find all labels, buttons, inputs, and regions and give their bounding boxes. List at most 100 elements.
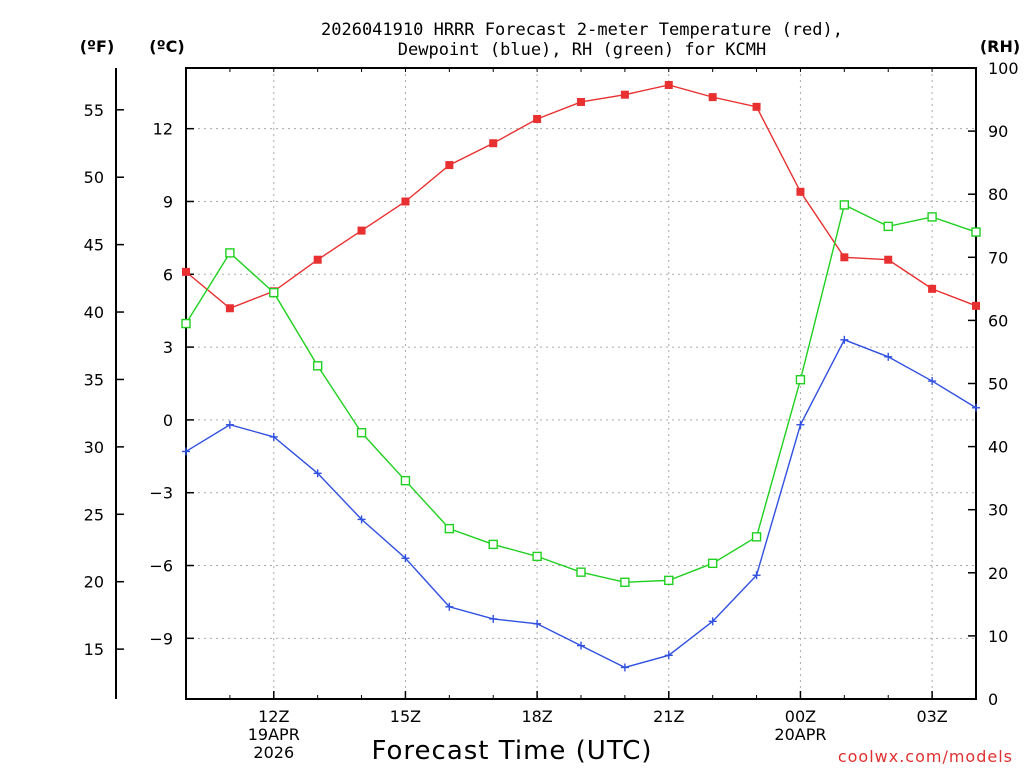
celsius-tick-label: −9 [149,629,173,648]
dewpoint-point [620,663,629,672]
x-tick-label: 2026 [253,743,294,762]
rh-point [795,375,806,385]
rh-point [883,221,893,232]
rh-point [971,227,981,237]
x-tick-label: 21Z [653,707,684,726]
series-layer [181,80,981,672]
temperature-point [182,267,190,276]
rh-point [269,287,279,298]
x-axis-label: Forecast Time (UTC) [371,736,652,766]
temperature-point [928,284,937,293]
rh-tick-label: 70 [988,248,1008,267]
x-tick-label: 15Z [390,707,421,726]
dewpoint-point [269,432,278,441]
rh-point [400,475,411,486]
dewpoint-point [708,617,717,626]
fahrenheit-tick-label: 15 [84,640,104,659]
celsius-tick-label: 6 [163,265,173,284]
x-tick-label: 12Z [258,707,289,726]
rh-point [532,551,542,562]
rh-tick-label: 80 [988,185,1008,204]
rh-tick-label: 50 [988,375,1008,394]
rh-tick-label: 100 [988,59,1019,78]
celsius-tick-label: 12 [153,120,173,139]
rh-line [185,203,977,583]
rh-point [488,539,498,550]
dewpoint-line [185,338,977,669]
temperature-point [884,255,893,264]
chart-title-line-2: Dewpoint (blue), RH (green) for KCMH [398,40,766,60]
x-tick-label: 00Z [785,707,816,726]
dewpoint-point [752,571,761,580]
temperature-point [840,253,849,262]
rh-tick-label: 60 [988,311,1008,330]
rh-point [664,575,674,586]
rh-tick-label: 20 [988,564,1008,583]
celsius-tick-label: −3 [149,484,173,503]
rh-point [181,318,191,329]
celsius-unit-label: (ºC) [149,37,184,56]
rh-point [576,567,586,577]
temperature-point [225,304,234,313]
chart-title-line-1: 2026041910 HRRR Forecast 2-meter Tempera… [321,20,843,40]
dewpoint-point [928,377,937,386]
x-tick-label: 18Z [521,707,552,726]
rh-tick-label: 0 [988,690,998,709]
plot-frame [185,67,977,700]
rh-point [620,577,630,587]
celsius-tick-label: 0 [163,411,173,430]
fahrenheit-unit-label: (ºF) [80,37,115,56]
dewpoint-point [664,651,673,660]
fahrenheit-tick-label: 45 [84,236,104,255]
celsius-tick-label: 9 [163,192,173,211]
fahrenheit-tick-label: 40 [84,303,104,322]
fahrenheit-tick-label: 55 [84,101,104,120]
temperature-point [708,93,717,102]
fahrenheit-tick-label: 20 [84,573,104,592]
rh-point [356,428,367,438]
rh-point [707,558,718,569]
rh-point [225,248,235,258]
celsius-tick-label: −6 [149,557,173,576]
temperature-point [445,161,454,170]
temperature-point [664,80,673,89]
rh-point [839,200,850,210]
x-tick-label: 03Z [916,707,947,726]
temperature-point [313,255,322,264]
temperature-point [796,187,805,196]
gridlines [186,68,976,699]
dewpoint-point [972,403,980,412]
temperature-point [752,102,761,111]
dewpoint-point [357,515,366,524]
temperature-point [357,226,366,235]
dewpoint-point [401,554,410,563]
dewpoint-point [577,641,585,650]
dewpoint-point [533,619,542,628]
fahrenheit-tick-label: 30 [84,438,104,457]
fahrenheit-tick-label: 35 [84,370,104,389]
rh-point [751,532,762,542]
dewpoint-point [884,352,893,361]
fahrenheit-tick-label: 50 [84,168,104,187]
temperature-point [533,114,542,123]
rh-point [312,361,323,371]
x-tick-label: 20APR [774,725,826,744]
dewpoint-point [489,614,498,623]
temperature-point [489,139,498,148]
temperature-point [972,301,980,310]
celsius-tick-label: 3 [163,338,173,357]
rh-tick-label: 10 [988,627,1008,646]
x-tick-label: 19APR [248,725,300,744]
temperature-point [401,197,410,206]
temperature-line [185,84,977,310]
dewpoint-point [182,447,190,456]
rh-tick-label: 90 [988,122,1008,141]
temperature-point [620,90,629,99]
dewpoint-point [445,602,454,611]
dewpoint-point [313,469,322,478]
credit-text: coolwx.com/models [838,747,1013,766]
rh-tick-label: 40 [988,438,1008,457]
rh-point [927,212,937,222]
